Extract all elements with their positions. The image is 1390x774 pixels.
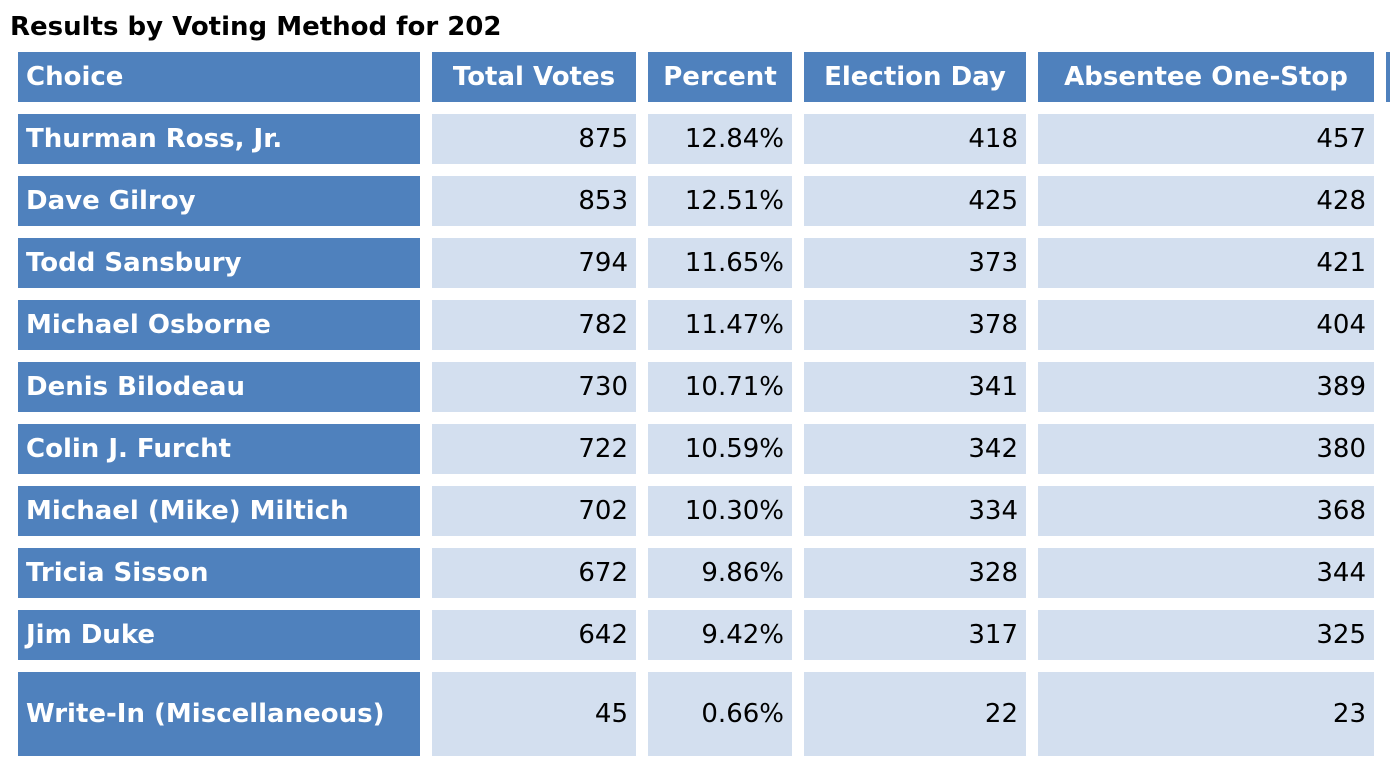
percent-cell: 11.65% [648,238,792,288]
total-votes-cell: 782 [432,300,636,350]
table-header-row: Choice Total Votes Percent Election Day … [18,52,1374,102]
absentee-one-stop-cell: 457 [1038,114,1374,164]
total-votes-cell: 730 [432,362,636,412]
absentee-one-stop-cell: 325 [1038,610,1374,660]
election-day-cell: 334 [804,486,1026,536]
percent-cell: 12.84% [648,114,792,164]
absentee-one-stop-cell: 389 [1038,362,1374,412]
table-row: Michael (Mike) Miltich 702 10.30% 334 36… [18,486,1374,536]
election-day-cell: 342 [804,424,1026,474]
results-table: Choice Total Votes Percent Election Day … [6,40,1386,768]
total-votes-cell: 853 [432,176,636,226]
table-row: Tricia Sisson 672 9.86% 328 344 [18,548,1374,598]
choice-cell: Todd Sansbury [18,238,420,288]
election-day-cell: 418 [804,114,1026,164]
table-row: Write-In (Miscellaneous) 45 0.66% 22 23 [18,672,1374,756]
absentee-one-stop-cell: 380 [1038,424,1374,474]
choice-cell: Write-In (Miscellaneous) [18,672,420,756]
table-row: Denis Bilodeau 730 10.71% 341 389 [18,362,1374,412]
total-votes-cell: 672 [432,548,636,598]
total-votes-cell: 702 [432,486,636,536]
absentee-one-stop-cell: 421 [1038,238,1374,288]
choice-cell: Jim Duke [18,610,420,660]
page-title: Results by Voting Method for 202 [10,12,502,42]
absentee-one-stop-cell: 368 [1038,486,1374,536]
choice-cell: Dave Gilroy [18,176,420,226]
next-column-header-edge [1386,52,1390,102]
absentee-one-stop-cell: 404 [1038,300,1374,350]
election-day-cell: 378 [804,300,1026,350]
total-votes-cell: 794 [432,238,636,288]
percent-cell: 9.86% [648,548,792,598]
header-total-votes[interactable]: Total Votes [432,52,636,102]
table-row: Jim Duke 642 9.42% 317 325 [18,610,1374,660]
absentee-one-stop-cell: 428 [1038,176,1374,226]
header-absentee-one-stop[interactable]: Absentee One-Stop [1038,52,1374,102]
absentee-one-stop-cell: 23 [1038,672,1374,756]
total-votes-cell: 722 [432,424,636,474]
election-day-cell: 341 [804,362,1026,412]
header-choice[interactable]: Choice [18,52,420,102]
percent-cell: 0.66% [648,672,792,756]
total-votes-cell: 875 [432,114,636,164]
total-votes-cell: 45 [432,672,636,756]
percent-cell: 12.51% [648,176,792,226]
choice-cell: Colin J. Furcht [18,424,420,474]
header-election-day[interactable]: Election Day [804,52,1026,102]
choice-cell: Thurman Ross, Jr. [18,114,420,164]
table-row: Todd Sansbury 794 11.65% 373 421 [18,238,1374,288]
percent-cell: 10.71% [648,362,792,412]
table-row: Thurman Ross, Jr. 875 12.84% 418 457 [18,114,1374,164]
header-percent[interactable]: Percent [648,52,792,102]
choice-cell: Michael (Mike) Miltich [18,486,420,536]
table-row: Dave Gilroy 853 12.51% 425 428 [18,176,1374,226]
election-day-cell: 317 [804,610,1026,660]
percent-cell: 9.42% [648,610,792,660]
election-day-cell: 373 [804,238,1026,288]
table-row: Michael Osborne 782 11.47% 378 404 [18,300,1374,350]
total-votes-cell: 642 [432,610,636,660]
percent-cell: 10.30% [648,486,792,536]
percent-cell: 11.47% [648,300,792,350]
percent-cell: 10.59% [648,424,792,474]
choice-cell: Tricia Sisson [18,548,420,598]
election-day-cell: 328 [804,548,1026,598]
absentee-one-stop-cell: 344 [1038,548,1374,598]
election-day-cell: 425 [804,176,1026,226]
election-day-cell: 22 [804,672,1026,756]
table-row: Colin J. Furcht 722 10.59% 342 380 [18,424,1374,474]
choice-cell: Michael Osborne [18,300,420,350]
choice-cell: Denis Bilodeau [18,362,420,412]
